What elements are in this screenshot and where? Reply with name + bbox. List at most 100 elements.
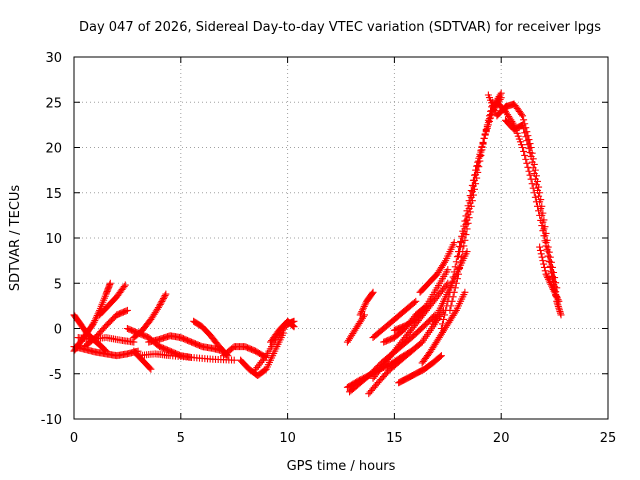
data-point <box>539 218 547 226</box>
data-point <box>520 147 528 155</box>
data-point <box>147 365 155 373</box>
data-point <box>453 253 461 261</box>
data-point <box>358 308 366 316</box>
data-point <box>524 141 532 149</box>
data-point <box>449 293 457 301</box>
data-point <box>447 302 455 310</box>
data-point <box>547 280 555 288</box>
data-point <box>451 284 459 292</box>
series-track-r <box>356 288 377 319</box>
y-tick-label: 30 <box>45 51 62 66</box>
data-point <box>450 239 458 247</box>
data-point <box>444 266 452 274</box>
y-tick-label: 20 <box>45 142 62 157</box>
data-point <box>551 289 559 297</box>
data-point <box>457 259 465 267</box>
data-point <box>553 294 561 302</box>
data-point <box>531 175 539 183</box>
data-point <box>159 295 167 303</box>
data-point <box>454 270 462 278</box>
y-tick-label: 10 <box>45 232 62 247</box>
series-track-ac <box>416 239 458 296</box>
data-point <box>552 291 560 299</box>
data-point <box>155 302 163 310</box>
data-point <box>550 287 558 295</box>
x-tick-label: 0 <box>70 431 78 446</box>
data-point <box>482 127 490 135</box>
data-point <box>161 292 169 300</box>
data-point <box>462 220 470 228</box>
data-point <box>464 210 472 218</box>
plot-frame <box>73 56 609 420</box>
series-track-z <box>395 352 445 387</box>
data-point <box>452 279 460 287</box>
data-point <box>528 180 536 188</box>
y-tick-label: 0 <box>54 323 62 338</box>
data-point <box>466 199 474 207</box>
data-point <box>359 306 367 314</box>
grid-lines <box>74 57 608 419</box>
data-point <box>541 232 549 240</box>
data-point <box>441 311 449 319</box>
data-point <box>463 216 471 224</box>
data-point <box>436 353 444 361</box>
data-point <box>290 323 298 331</box>
data-point <box>555 297 563 305</box>
data-point <box>542 239 550 247</box>
data-point <box>519 121 527 129</box>
x-axis-label: GPS time / hours <box>287 459 396 474</box>
data-point <box>538 211 546 219</box>
data-point <box>461 225 469 233</box>
data-point <box>421 304 429 312</box>
data-point <box>537 250 545 258</box>
y-tick-label: 25 <box>45 96 62 111</box>
data-point <box>538 253 546 261</box>
data-point <box>497 89 505 97</box>
data-point <box>480 134 488 142</box>
data-point <box>121 281 129 289</box>
data-point <box>466 192 474 200</box>
data-point <box>441 258 449 266</box>
data-point <box>456 265 464 273</box>
data-point <box>360 302 368 310</box>
data-point <box>532 181 540 189</box>
data-point <box>356 311 364 319</box>
series-track-p <box>267 317 298 346</box>
data-point <box>106 279 114 287</box>
data-point <box>521 129 529 137</box>
data-point <box>552 292 560 300</box>
series-track-aa <box>418 288 469 367</box>
data-point <box>544 275 552 283</box>
data-point <box>469 182 477 190</box>
chart-title: Day 047 of 2026, Sidereal Day-to-day VTE… <box>79 20 601 35</box>
series-track-q <box>343 311 368 346</box>
data-point <box>120 283 128 291</box>
data-point <box>526 149 534 157</box>
data-point <box>524 163 532 171</box>
data-point <box>541 267 549 275</box>
data-point <box>357 309 365 317</box>
data-point <box>369 288 377 296</box>
data-point <box>548 284 556 292</box>
data-point <box>540 260 548 268</box>
data-points <box>70 89 565 398</box>
data-point <box>530 170 538 178</box>
data-point <box>549 285 557 293</box>
data-point <box>453 275 461 283</box>
x-tick-label: 25 <box>600 431 617 446</box>
data-point <box>474 162 482 170</box>
data-point <box>554 296 562 304</box>
data-point <box>544 274 552 282</box>
data-point <box>476 153 484 161</box>
data-point <box>410 298 418 306</box>
data-point <box>90 318 98 326</box>
data-point <box>461 288 469 296</box>
data-point <box>545 258 553 266</box>
data-point <box>529 184 537 192</box>
data-point <box>544 252 552 260</box>
series-track-f <box>96 281 129 319</box>
data-point <box>543 245 551 253</box>
data-point <box>437 352 445 360</box>
data-point <box>459 234 467 242</box>
